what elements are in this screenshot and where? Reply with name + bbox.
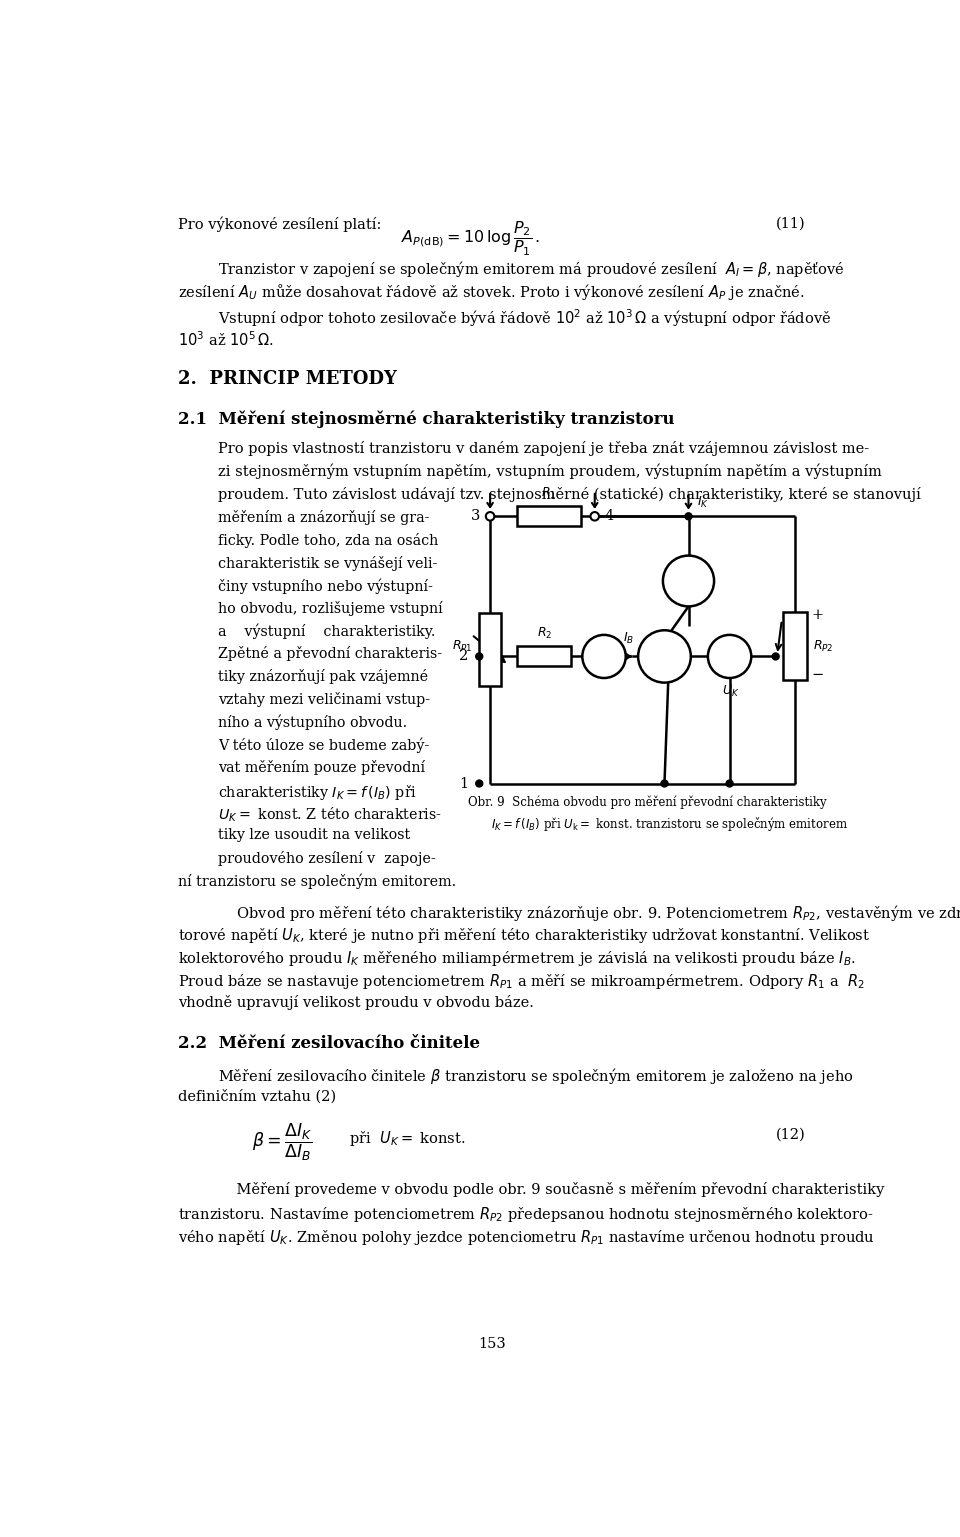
Text: 1: 1 <box>459 776 468 790</box>
Circle shape <box>661 781 668 787</box>
Text: $A_{P\mathrm{(dB)}} = 10\,\log\dfrac{P_2}{P_1}\,.$: $A_{P\mathrm{(dB)}} = 10\,\log\dfrac{P_2… <box>401 220 540 258</box>
Text: $\beta = \dfrac{\Delta I_K}{\Delta I_B}$: $\beta = \dfrac{\Delta I_K}{\Delta I_B}$ <box>252 1122 312 1164</box>
Text: Obr. 9  Schéma obvodu pro měření převodní charakteristiky: Obr. 9 Schéma obvodu pro měření převodní… <box>468 795 827 808</box>
Text: $10^3$ až $10^5\,\Omega$.: $10^3$ až $10^5\,\Omega$. <box>179 330 275 349</box>
Bar <box>517 647 571 667</box>
Text: tranzistoru. Nastavíme potenciometrem $R_{P2}$ předepsanou hodnotu stejnosměrnéh: tranzistoru. Nastavíme potenciometrem $R… <box>179 1205 874 1223</box>
Text: Pro výkonové zesílení platí:: Pro výkonové zesílení platí: <box>179 217 381 232</box>
Text: 153: 153 <box>478 1337 506 1351</box>
Text: $I_K = f\,(I_B)$ při $U_\mathrm{k} =$ konst. tranzistoru se společným emitorem: $I_K = f\,(I_B)$ při $U_\mathrm{k} =$ ko… <box>491 815 848 833</box>
Text: (12): (12) <box>776 1128 805 1142</box>
Text: 2.1  Měření stejnosměrné charakteristiky tranzistoru: 2.1 Měření stejnosměrné charakteristiky … <box>179 410 675 427</box>
Text: Tranzistor v zapojení se společným emitorem má proudové zesílení  $A_I = \beta$,: Tranzistor v zapojení se společným emito… <box>219 260 845 280</box>
Text: tiky znázorňují pak vzájemné: tiky znázorňují pak vzájemné <box>219 669 428 684</box>
Text: $R_{P2}$: $R_{P2}$ <box>813 638 833 653</box>
Circle shape <box>708 635 752 678</box>
Text: 4: 4 <box>605 509 614 523</box>
Text: Zpětné a převodní charakteris-: Zpětné a převodní charakteris- <box>219 647 443 661</box>
Text: definičním vztahu (2): definičním vztahu (2) <box>179 1090 336 1104</box>
Text: ního a výstupního obvodu.: ního a výstupního obvodu. <box>219 715 408 730</box>
Text: ficky. Podle toho, zda na osách: ficky. Podle toho, zda na osách <box>219 533 439 547</box>
Bar <box>479 613 501 687</box>
Circle shape <box>476 653 483 659</box>
Circle shape <box>726 781 733 787</box>
Text: $R_2$: $R_2$ <box>537 626 552 641</box>
Text: (11): (11) <box>777 217 805 231</box>
Circle shape <box>663 555 714 607</box>
Text: Vstupní odpor tohoto zesilovače bývá řádově $10^2$ až $10^3\,\Omega$ a výstupní : Vstupní odpor tohoto zesilovače bývá řád… <box>219 307 831 329</box>
Text: 3: 3 <box>470 509 480 523</box>
Text: 2: 2 <box>459 650 468 664</box>
Circle shape <box>772 653 780 659</box>
Circle shape <box>590 512 599 521</box>
Circle shape <box>638 630 691 682</box>
Text: měřením a znázorňují se gra-: měřením a znázorňují se gra- <box>219 510 430 526</box>
Text: při  $U_K =$ konst.: při $U_K =$ konst. <box>348 1130 466 1148</box>
Text: vat měřením pouze převodní: vat měřením pouze převodní <box>219 759 425 775</box>
Text: −: − <box>811 669 824 682</box>
Text: vého napětí $U_K$. Změnou polohy jezdce potenciometru $R_{P1}$ nastavíme určenou: vého napětí $U_K$. Změnou polohy jezdce … <box>179 1228 875 1247</box>
Text: torové napětí $U_K$, které je nutno při měření této charakteristiky udržovat kon: torové napětí $U_K$, které je nutno při … <box>179 925 871 945</box>
Text: vhodně upravují velikost proudu v obvodu báze.: vhodně upravují velikost proudu v obvodu… <box>179 996 534 1010</box>
Bar <box>783 612 806 679</box>
Text: +: + <box>811 609 824 622</box>
Text: Pro popis vlastností tranzistoru v daném zapojení je třeba znát vzájemnou závisl: Pro popis vlastností tranzistoru v daném… <box>219 441 870 456</box>
Text: charakteristik se vynášejí veli-: charakteristik se vynášejí veli- <box>219 555 438 570</box>
Text: tiky lze usoudit na velikost: tiky lze usoudit na velikost <box>219 828 411 842</box>
Text: $I_K$: $I_K$ <box>697 495 709 510</box>
Text: proudem. Tuto závislost udávají tzv. stejnosměrné (statické) charakteristiky, kt: proudem. Tuto závislost udávají tzv. ste… <box>219 487 922 503</box>
Text: mA: mA <box>676 573 701 589</box>
Text: $I_B$: $I_B$ <box>623 630 635 646</box>
Text: $R_{P1}$: $R_{P1}$ <box>452 638 473 653</box>
Text: Měření provedeme v obvodu podle obr. 9 současně s měřením převodní charakteristi: Měření provedeme v obvodu podle obr. 9 s… <box>219 1182 885 1197</box>
Text: Proud báze se nastavuje potenciometrem $R_{P1}$ a měří se mikroampérmetrem. Odpo: Proud báze se nastavuje potenciometrem $… <box>179 971 865 991</box>
Text: charakteristiky $I_K = f\,(I_B)$ při: charakteristiky $I_K = f\,(I_B)$ při <box>219 782 418 802</box>
Text: zesílení $A_U$ může dosahovat řádově až stovek. Proto i výkonové zesílení $A_P$ : zesílení $A_U$ může dosahovat řádově až … <box>179 283 804 303</box>
Text: Obvod pro měření této charakteristiky znázorňuje obr. 9. Potenciometrem $R_{P2}$: Obvod pro měření této charakteristiky zn… <box>219 902 960 922</box>
Text: $R_1$: $R_1$ <box>541 486 557 501</box>
Circle shape <box>583 635 626 678</box>
Text: 2.2  Měření zesilovacího činitele: 2.2 Měření zesilovacího činitele <box>179 1036 480 1053</box>
Bar <box>517 506 581 526</box>
Text: V této úloze se budeme zabý-: V této úloze se budeme zabý- <box>219 738 430 753</box>
Circle shape <box>486 512 494 521</box>
Text: Měření zesilovacího činitele $\beta$ tranzistoru se společným emitorem je založe: Měření zesilovacího činitele $\beta$ tra… <box>219 1067 854 1087</box>
Text: $\mu$A: $\mu$A <box>594 649 613 666</box>
Text: vztahy mezi veličinami vstup-: vztahy mezi veličinami vstup- <box>219 692 430 707</box>
Text: 2.  PRINCIP METODY: 2. PRINCIP METODY <box>179 370 397 387</box>
Text: zi stejnosměrným vstupním napětím, vstupním proudem, výstupním napětím a výstupn: zi stejnosměrným vstupním napětím, vstup… <box>219 464 882 480</box>
Text: kolektorového proudu $I_K$ měřeného miliampérmetrem je závislá na velikosti prou: kolektorového proudu $I_K$ měřeného mili… <box>179 948 856 968</box>
Text: proudového zesílení v  zapoje-: proudového zesílení v zapoje- <box>219 851 436 865</box>
Text: ní tranzistoru se společným emitorem.: ní tranzistoru se společným emitorem. <box>179 873 456 888</box>
Text: ho obvodu, rozlišujeme vstupní: ho obvodu, rozlišujeme vstupní <box>219 601 444 616</box>
Text: $U_K$: $U_K$ <box>722 684 740 699</box>
Text: V: V <box>724 650 735 664</box>
Text: činy vstupního nebo výstupní-: činy vstupního nebo výstupní- <box>219 578 433 593</box>
Text: $U_K =$ konst. Z této charakteris-: $U_K =$ konst. Z této charakteris- <box>219 805 443 824</box>
Circle shape <box>476 781 483 787</box>
Text: a    výstupní    charakteristiky.: a výstupní charakteristiky. <box>219 624 436 639</box>
Circle shape <box>685 513 692 520</box>
